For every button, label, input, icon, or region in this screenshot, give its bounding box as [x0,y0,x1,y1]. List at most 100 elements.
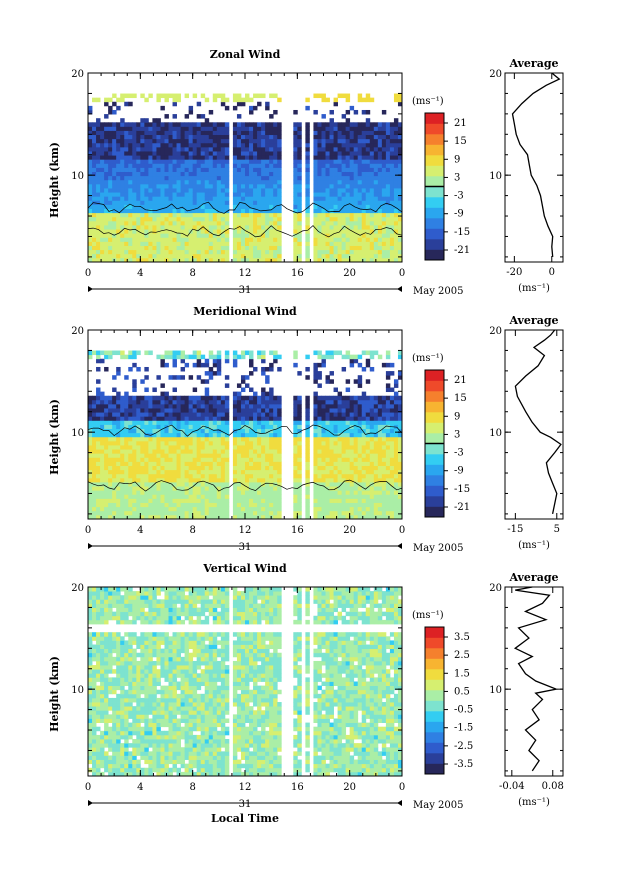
heatmap-cell [329,486,334,491]
heatmap-cell [249,188,254,193]
heatmap-cell [236,486,242,491]
heatmap-cell [385,204,391,209]
heatmap-cell [208,490,214,495]
heatmap-cell [265,175,270,181]
heatmap-cell [100,510,105,516]
heatmap-cell [208,159,214,164]
heatmap-cell [305,188,310,193]
heatmap-cell [313,514,318,520]
heatmap-cell [261,514,266,520]
heatmap-cell [112,109,117,115]
heatmap-cell [112,469,117,475]
heatmap-cell [104,237,109,242]
heatmap-cell [156,408,161,413]
heatmap-cell [277,163,282,168]
heatmap-cell [333,387,338,393]
heatmap-cell [128,253,133,259]
heatmap-cell [369,245,375,251]
heatmap-cell [365,216,371,222]
heatmap-cell [208,506,214,512]
heatmap-cell [96,233,101,238]
heatmap-cell [112,449,117,454]
heatmap-cell [249,134,254,140]
heatmap-cell [224,403,230,409]
heatmap-cell [108,204,113,209]
heatmap-cell [321,506,326,512]
heatmap-cell [136,395,141,401]
heatmap-cell [353,469,359,475]
heatmap-cell [329,371,334,376]
heatmap-cell [345,436,351,442]
heatmap-cell [397,245,403,251]
heatmap-cell [192,220,198,226]
heatmap-cell [152,163,157,168]
heatmap-cell [212,514,218,520]
heatmap-cell [176,122,181,127]
heatmap-cell [188,416,194,421]
heatmap-cell [172,208,177,214]
heatmap-cell [257,510,262,516]
heatmap-cell [176,204,181,209]
heatmap-cell [156,142,161,148]
heatmap-cell [337,204,343,209]
heatmap-cell [116,473,121,479]
heatmap-cell [345,204,351,209]
heatmap-cell [321,408,326,413]
heatmap-cell [269,151,274,156]
heatmap-cell [140,233,145,238]
heatmap-cell [212,138,218,144]
heatmap-cell [337,212,343,218]
heatmap-cell [257,171,262,177]
heatmap-cell [393,445,399,450]
heatmap-cell [164,391,169,397]
heatmap-cell [325,212,330,218]
heatmap-cell [397,151,403,156]
heatmap-cell [393,212,399,218]
heatmap-cell [224,253,230,259]
heatmap-cell [325,510,330,516]
heatmap-cell [188,453,194,458]
heatmap-cell [265,416,270,421]
colorbar-tick-label: 9 [454,154,460,165]
heatmap-cell [253,134,258,140]
heatmap-cell [397,257,403,263]
heatmap-cell [240,457,246,462]
heatmap-cell [88,494,93,499]
x-tick-label: 0 [399,268,405,279]
heatmap-cell [212,159,218,164]
heatmap-cell [132,424,137,430]
heatmap-cell [257,490,262,495]
heatmap-cell [313,241,318,246]
heatmap-cell [365,469,371,475]
heatmap-cell [293,457,298,462]
heatmap-cell [144,350,149,356]
heatmap-cell [341,408,347,413]
heatmap-cell [277,151,282,156]
heatmap-cell [196,506,202,512]
heatmap-cell [297,175,302,181]
heatmap-cell [236,482,242,487]
heatmap-cell [156,436,161,442]
heatmap-cell [156,457,161,462]
heatmap-cell [136,498,141,503]
heatmap-cell [353,358,359,364]
heatmap-cell [329,249,334,255]
heatmap-cell [100,440,105,446]
colorbar-unit-zonal: (ms⁻¹) [412,96,444,107]
heatmap-cell [353,208,359,214]
heatmap-cell [361,134,367,140]
heatmap-cell [377,408,383,413]
heatmap-cell [249,453,254,458]
heatmap-cell [136,403,141,409]
heatmap-cell [148,179,153,185]
heatmap-cell [261,93,266,99]
heatmap-cell [341,159,347,164]
heatmap-cell [385,420,391,425]
heatmap-cell [200,163,206,168]
heatmap-cell [208,354,214,360]
heatmap-cell [361,126,367,131]
heatmap-cell [373,212,379,218]
heatmap-cell [313,134,318,140]
heatmap-cell [265,498,270,503]
heatmap-cell [148,167,153,173]
